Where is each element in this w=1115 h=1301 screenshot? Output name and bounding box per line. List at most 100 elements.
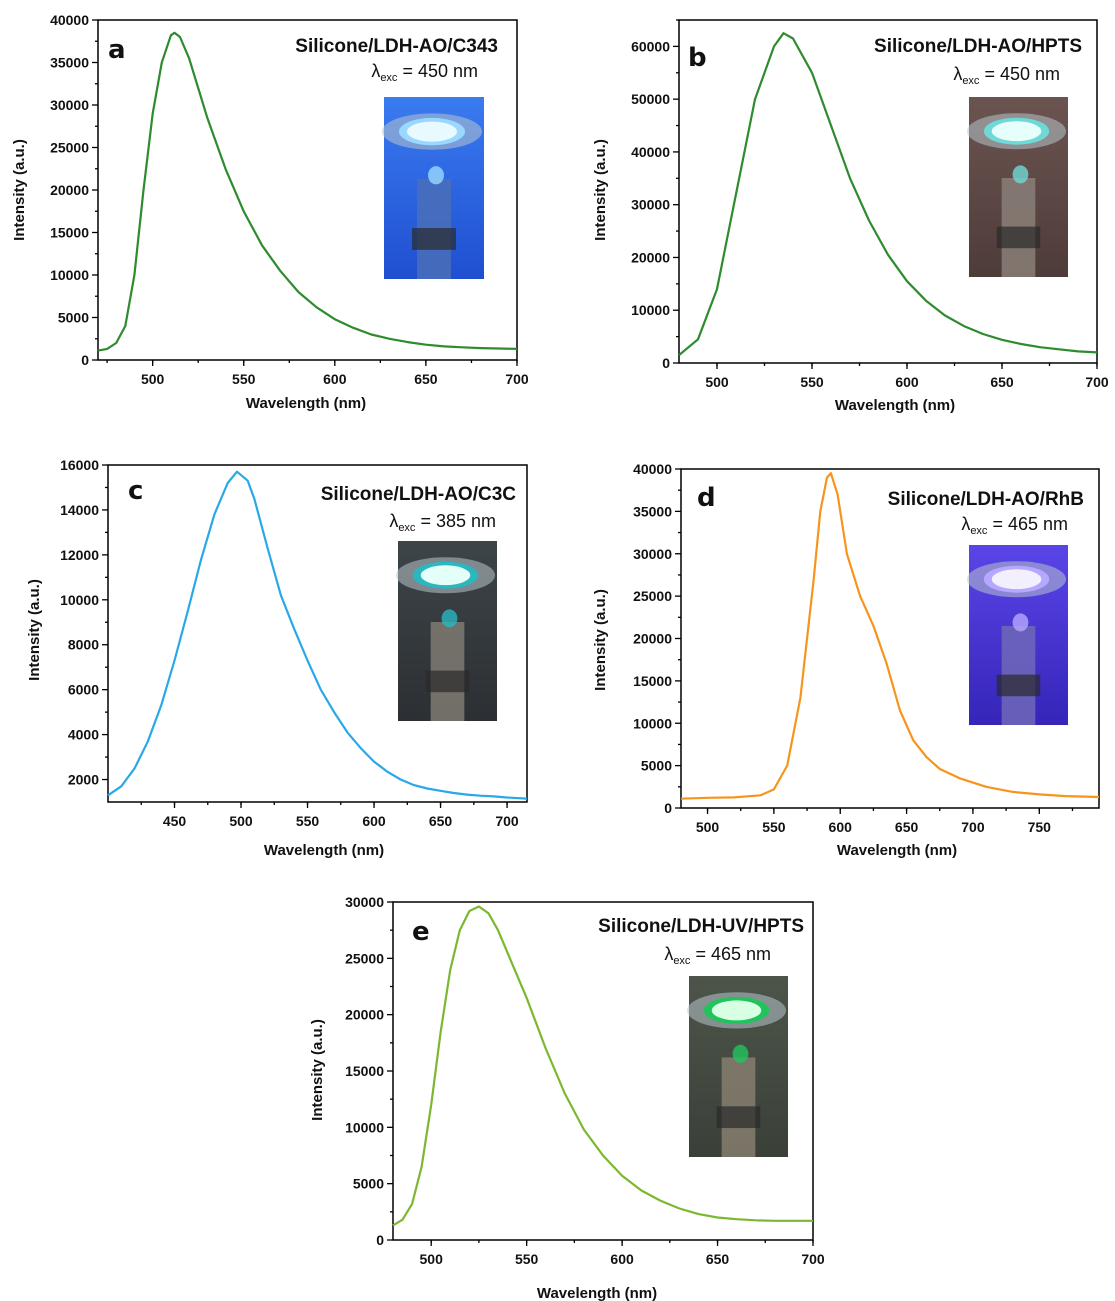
y-tick-label: 10000 xyxy=(633,715,672,731)
x-tick-label: 500 xyxy=(141,371,165,387)
x-axis-title: Wavelength (nm) xyxy=(537,1285,657,1301)
y-tick-label: 20000 xyxy=(345,1007,384,1023)
panel-d: 500 550 600 650 700 750 0 5000 10000 15000 20000 25… xyxy=(592,461,1100,859)
emission-curve-e xyxy=(392,905,813,1227)
x-axis-title: Wavelength (nm) xyxy=(835,397,955,414)
x-tick-label: 550 xyxy=(762,819,786,835)
excitation-subscript: exc xyxy=(962,75,980,87)
x-tick-label: 700 xyxy=(801,1251,825,1267)
y-tick-label: 20000 xyxy=(633,631,672,647)
emission-curve-b xyxy=(678,32,1098,356)
y-tick-label: 6000 xyxy=(68,682,99,698)
emission-curve-a xyxy=(97,31,518,352)
excitation-label: λexc = 465 nm xyxy=(664,944,771,967)
y-tick-label: 40000 xyxy=(633,461,672,477)
x-tick-label: 500 xyxy=(420,1251,444,1267)
excitation-value: = 465 nm xyxy=(690,944,771,964)
x-tick-label: 650 xyxy=(706,1251,730,1267)
y-tick-label: 10000 xyxy=(60,592,99,608)
sample-name: Silicone/LDH-AO/C343 xyxy=(295,36,498,57)
y-tick-label: 20000 xyxy=(50,182,89,198)
x-tick-label: 450 xyxy=(163,813,187,829)
emission-disc xyxy=(711,1000,762,1021)
panel-letter: b xyxy=(688,43,707,73)
x-tick-label: 500 xyxy=(705,374,729,390)
panel-letter: e xyxy=(412,917,430,947)
y-tick-label: 25000 xyxy=(345,950,384,966)
x-tick-label: 700 xyxy=(495,813,519,829)
y-tick-label: 50000 xyxy=(631,91,670,107)
y-tick-label: 30000 xyxy=(50,97,89,113)
x-tick-label: 650 xyxy=(990,374,1014,390)
y-tick-label: 25000 xyxy=(50,140,89,156)
y-tick-label: 0 xyxy=(662,355,670,371)
panel-b: 500 550 600 650 700 0 10000 20000 30000 40000 5000… xyxy=(592,19,1109,414)
excitation-label: λexc = 450 nm xyxy=(953,64,1060,87)
y-tick-label: 0 xyxy=(664,800,672,816)
sample-name: Silicone/LDH-AO/HPTS xyxy=(874,36,1082,57)
lamp-base xyxy=(425,670,470,693)
led-glow xyxy=(1012,165,1029,184)
excitation-lambda: λ xyxy=(953,64,962,84)
panel-letter: d xyxy=(697,483,716,513)
y-tick-label: 25000 xyxy=(633,588,672,604)
y-tick-label: 30000 xyxy=(633,546,672,562)
lamp-base xyxy=(996,226,1041,249)
lamp-base xyxy=(996,674,1041,697)
y-tick-label: 16000 xyxy=(60,457,99,473)
excitation-value: = 385 nm xyxy=(415,511,496,531)
y-axis-title: Intensity (a.u.) xyxy=(592,589,609,691)
led-glow xyxy=(732,1044,749,1063)
inset-photo-c xyxy=(396,541,497,721)
x-tick-label: 600 xyxy=(323,371,347,387)
y-axis-title: Intensity (a.u.) xyxy=(11,139,28,241)
x-tick-label: 600 xyxy=(895,374,919,390)
inset-photo-a xyxy=(382,97,484,279)
emission-curve-d xyxy=(680,472,1100,800)
x-tick-label: 500 xyxy=(696,819,720,835)
y-tick-label: 12000 xyxy=(60,547,99,563)
lamp-base xyxy=(716,1106,761,1129)
panel-letter: c xyxy=(128,476,143,506)
y-tick-label: 15000 xyxy=(633,673,672,689)
y-tick-label: 20000 xyxy=(631,249,670,265)
led-glow xyxy=(1012,613,1029,632)
x-tick-label: 550 xyxy=(232,371,256,387)
y-tick-label: 0 xyxy=(81,352,89,368)
emission-disc xyxy=(991,121,1042,142)
x-tick-label: 750 xyxy=(1028,819,1052,835)
y-tick-label: 10000 xyxy=(50,267,89,283)
excitation-subscript: exc xyxy=(673,955,691,967)
excitation-label: λexc = 450 nm xyxy=(371,61,478,84)
x-tick-label: 700 xyxy=(1085,374,1109,390)
y-tick-label: 5000 xyxy=(58,310,89,326)
excitation-label: λexc = 465 nm xyxy=(961,514,1068,537)
emission-curve-c xyxy=(107,470,528,800)
excitation-subscript: exc xyxy=(970,525,988,537)
x-axis-title: Wavelength (nm) xyxy=(264,842,384,859)
inset-photo-d xyxy=(967,545,1068,725)
y-tick-label: 10000 xyxy=(345,1119,384,1135)
led-glow xyxy=(441,609,458,628)
y-tick-label: 40000 xyxy=(50,12,89,28)
x-tick-label: 600 xyxy=(362,813,386,829)
y-axis-title: Intensity (a.u.) xyxy=(26,579,43,681)
y-tick-label: 14000 xyxy=(60,502,99,518)
sample-name: Silicone/LDH-AO/RhB xyxy=(888,489,1084,510)
y-axis-title: Intensity (a.u.) xyxy=(592,139,609,241)
y-tick-label: 0 xyxy=(376,1232,384,1248)
sample-name: Silicone/LDH-AO/C3C xyxy=(321,484,517,505)
y-tick-label: 5000 xyxy=(641,758,672,774)
panel-e: 500 550 600 650 700 0 5000 10000 15000 20000 25000… xyxy=(309,894,825,1301)
x-tick-label: 600 xyxy=(610,1251,634,1267)
y-tick-label: 15000 xyxy=(50,225,89,241)
sample-name: Silicone/LDH-UV/HPTS xyxy=(598,916,804,937)
y-tick-label: 60000 xyxy=(631,38,670,54)
y-tick-label: 30000 xyxy=(345,894,384,910)
panel-c: 450 500 550 600 650 700 2000 4000 6000 8000 10000 1… xyxy=(26,457,528,859)
excitation-label: λexc = 385 nm xyxy=(389,511,496,534)
led-glow xyxy=(428,166,444,185)
lamp-base xyxy=(412,228,456,250)
y-axis-title: Intensity (a.u.) xyxy=(309,1019,326,1121)
panel-letter: a xyxy=(108,35,126,65)
